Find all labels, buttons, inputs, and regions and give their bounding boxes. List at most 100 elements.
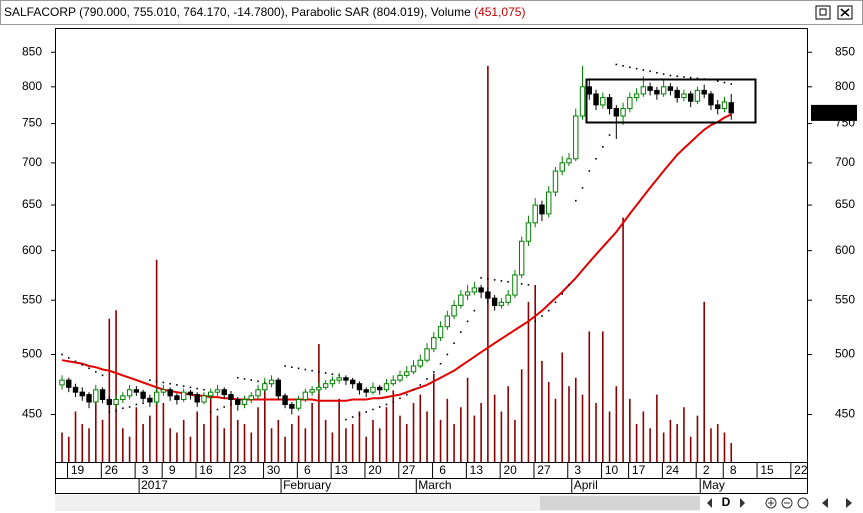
candle-body (620, 108, 626, 117)
sar-dot (95, 371, 97, 373)
zoom-out-icon[interactable] (781, 497, 793, 509)
zoom-reset-icon[interactable] (797, 497, 809, 509)
candle-body (295, 399, 302, 409)
scroll-thumb[interactable] (540, 496, 700, 510)
y-tick-label: 550 (22, 292, 42, 306)
candle-body (126, 389, 133, 397)
candle-body (478, 287, 484, 293)
sar-dot (345, 418, 347, 421)
candle-body (167, 389, 173, 397)
y-tick-label: 500 (22, 347, 42, 361)
candle-body (397, 374, 403, 381)
scroll-left-icon[interactable] (707, 498, 712, 508)
page-right-icon[interactable] (846, 498, 852, 508)
annotation-box (585, 78, 757, 124)
x-tick-label: 17 (632, 463, 646, 477)
candle-body (532, 204, 538, 224)
x-tick-label: 16 (199, 463, 213, 477)
candle-body (79, 391, 85, 397)
candle-body (647, 86, 653, 91)
sar-dot (493, 279, 496, 281)
toolbar[interactable]: D (707, 495, 852, 509)
sar-dot (257, 380, 259, 383)
candle-body (559, 162, 565, 172)
candle-body (86, 394, 92, 403)
sar-dot (162, 381, 165, 384)
sar-dot (622, 65, 624, 67)
candle-body (140, 391, 146, 399)
y2-tick-label: 700 (835, 155, 855, 169)
sar-dot (426, 378, 428, 380)
sar-dot (365, 411, 367, 413)
zoom-in-icon[interactable] (765, 497, 777, 509)
x-tick-label: 20 (368, 463, 382, 477)
close-icon (840, 8, 850, 17)
sar-dot (615, 63, 618, 66)
candle-body (687, 93, 694, 102)
candle-body (633, 93, 640, 99)
sar-dot (602, 146, 604, 148)
candle-body (349, 379, 356, 385)
toolbar-d[interactable]: D (722, 495, 731, 509)
candle-body (93, 389, 99, 403)
candle-body (674, 89, 680, 99)
candle-body (343, 377, 349, 381)
candle-body (113, 399, 119, 405)
candle-body (451, 304, 457, 317)
candle-body (613, 108, 620, 117)
sar-dot (176, 384, 178, 386)
candle-body (715, 104, 721, 110)
candle-body (59, 379, 65, 386)
x-tick-label: 23 (233, 463, 247, 477)
sar-dot (642, 69, 645, 71)
candle-body (153, 391, 160, 403)
sar-dot (378, 406, 381, 408)
page-left-icon[interactable] (822, 498, 828, 508)
sar-dot (581, 187, 584, 189)
sar-dot (196, 387, 198, 390)
sar-dot (608, 134, 611, 136)
sar-dot (500, 280, 503, 282)
candle-body (235, 399, 241, 405)
restore-button[interactable] (815, 5, 831, 20)
candle-body (289, 403, 295, 409)
title-text: SALFACORP (790.000, 755.010, 764.170, -1… (4, 5, 474, 19)
sar-dot (453, 342, 455, 345)
candle-body (99, 389, 106, 401)
sar-dot (541, 315, 543, 317)
candle-body (498, 301, 505, 306)
sar-dot (203, 388, 205, 391)
sar-dot (236, 376, 239, 379)
sar-dot (216, 408, 219, 411)
sar-dot (588, 170, 591, 172)
x-tick-label: 22 (794, 463, 808, 477)
candle-body (444, 315, 451, 328)
sar-dot (689, 76, 692, 79)
sar-dot (101, 374, 104, 377)
candle-body (160, 389, 167, 393)
sar-dot (297, 367, 300, 370)
sar-dot (547, 309, 550, 312)
candle-body (241, 399, 248, 405)
scrollbar[interactable] (55, 495, 700, 511)
sar-dot (67, 357, 70, 359)
candle-body (66, 379, 72, 388)
window-buttons[interactable] (815, 5, 853, 20)
sar-dot (561, 293, 564, 295)
x-tick-label: 13 (334, 463, 348, 477)
sar-dot (142, 402, 144, 405)
scroll-right-icon[interactable] (740, 498, 745, 508)
last-price-label: 764.170 (814, 107, 854, 119)
candle-body (106, 399, 113, 405)
candle-body (316, 386, 322, 391)
sar-dot (635, 67, 638, 70)
sar-dot (412, 388, 415, 391)
x-tick-label: 8 (730, 463, 737, 477)
sar-dot (696, 77, 699, 80)
candle-body (356, 383, 363, 391)
x-tick-label: 6 (439, 463, 446, 477)
scroll-track[interactable] (55, 495, 700, 511)
sar-dot (723, 81, 726, 84)
y-tick-label: 450 (22, 407, 42, 421)
